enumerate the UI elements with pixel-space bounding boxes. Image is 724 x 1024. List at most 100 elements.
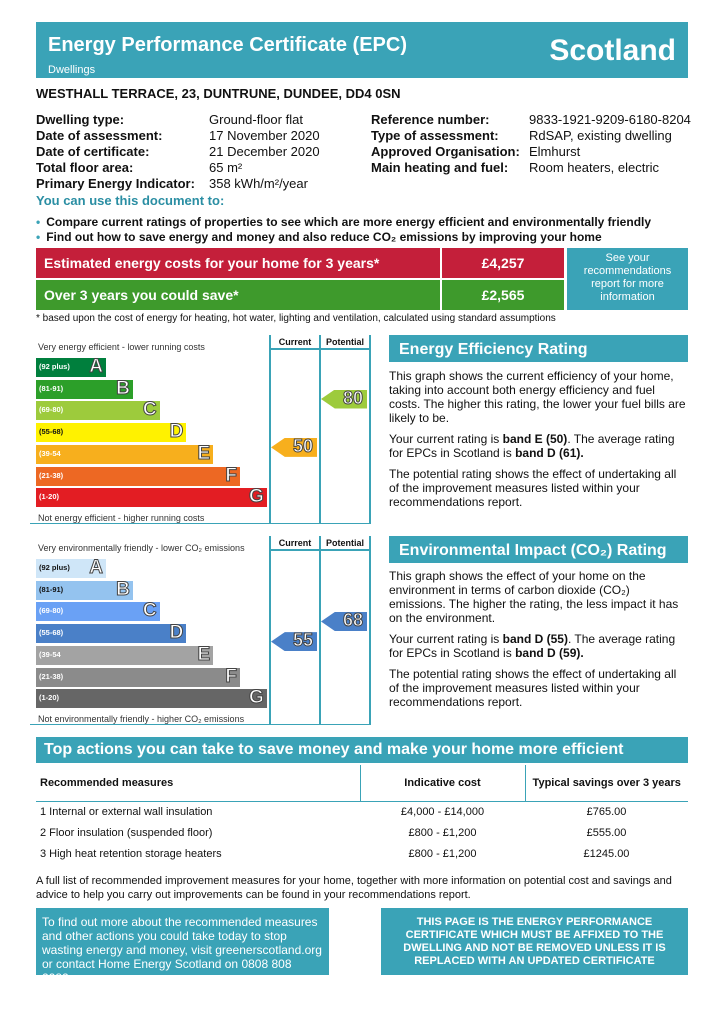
band-letter: B [116,377,131,399]
cost-cell: £4,000 - £14,000 [400,805,485,818]
detail-value: 9833-1921-9209-6180-8204 [529,112,691,127]
actions-heading: Top actions you can take to save money a… [36,737,688,763]
table-row: 3 High heat retention storage heaters £80… [36,843,688,864]
cost-cell: £800 - £1,200 [408,847,477,860]
band-letter: G [249,687,265,709]
savings-value: £2,565 [442,280,564,310]
current-rating-value: 50 [292,435,313,457]
detail-label: Total floor area: [36,160,134,175]
detail-row: Dwelling type: Ground-floor flat [36,112,320,128]
bullet-text: Compare current ratings of properties to… [46,215,652,229]
measure-cell: 2 Floor insulation (suspended floor) [40,826,213,839]
detail-value: Room heaters, electric [529,160,660,175]
detail-label: Date of certificate: [36,144,150,159]
eer-text: This graph shows the current efficiency … [389,369,687,509]
current-rating-arrow: 55 [271,632,317,652]
band-range: (69-80) [39,606,64,616]
col-header: Recommended measures [36,765,360,802]
table-row: 1 Internal or external wall insulation £4… [36,801,688,822]
band-range: (55-68) [39,427,64,437]
detail-value: 21 December 2020 [209,144,320,159]
detail-value: RdSAP, existing dwelling [529,128,672,143]
bullet-item: • Compare current ratings of properties t… [36,215,652,229]
band-letter: B [116,578,131,600]
band-range: (39-54 [39,448,61,458]
savings-label: Over 3 years you could save* [36,280,440,310]
estimated-costs-value: £4,257 [442,248,564,278]
detail-row: Main heating and fuel: Room heaters, elec… [371,160,691,176]
col-header: Indicative cost [359,765,525,802]
detail-label: Date of assessment: [36,128,163,143]
detail-value: 65 m² [209,160,243,175]
detail-row: Total floor area: 65 m² [36,160,320,176]
estimated-costs-label: Estimated energy costs for your home for… [36,248,440,278]
actions-note: A full list of recommended improvement m… [36,875,672,901]
band-b-bar: (81-91) B [36,578,133,600]
band-d-bar: (55-68) D [36,622,187,644]
actions-table: Recommended measures Indicative cost Typ… [36,765,688,864]
band-range: (81-91) [39,383,64,393]
chart-top-caption: Very environmentally friendly - lower CO… [38,543,245,553]
band-g-bar: (1-20) G [36,486,267,508]
band-letter: F [225,665,238,687]
band-range: (69-80) [39,405,64,415]
band-a-bar: (92 plus) A [36,557,106,579]
potential-header: Potential [325,337,364,347]
band-e-bar: (39-54 E [36,643,214,665]
band-letter: G [249,486,265,508]
chart-bottom-caption: Not energy efficient - higher running co… [38,513,205,523]
detail-value: Elmhurst [529,144,581,159]
property-address: WESTHALL TERRACE, 23, DUNTRUNE, DUNDEE, … [36,86,401,101]
band-range: (21-38) [39,470,64,480]
details-left: Dwelling type: Ground-floor flat Date of a… [36,112,320,192]
eir-para: This graph shows the effect of your home… [389,569,679,625]
band-range: (1-20) [39,492,60,502]
see-recommendations-box[interactable]: See your recommendations report for more… [567,248,688,310]
band-range: (39-54 [39,649,61,659]
details-right: Reference number: 9833-1921-9209-6180-820… [371,112,691,176]
detail-label: Approved Organisation: [371,144,520,159]
savings-cell: £765.00 [586,805,627,818]
band-c-bar: (69-80) C [36,600,160,622]
measure-cell: 3 High heat retention storage heaters [40,847,222,860]
country-label: Scotland [549,34,676,67]
potential-rating-value: 68 [342,609,363,631]
band-letter: C [142,600,157,622]
current-header: Current [278,538,312,548]
header-banner: Energy Performance Certificate (EPC) Dwe… [36,22,688,78]
band-range: (92 plus) [39,362,70,371]
band-letter: C [142,399,157,421]
table-header-row: Recommended measures Indicative cost Typ… [36,765,688,802]
band-a-bar: (92 plus) A [36,356,106,378]
band-d-bar: (55-68) D [36,421,187,443]
band-b-bar: (81-91) B [36,377,133,399]
band-letter: A [89,356,104,378]
band-letter: D [169,622,184,644]
band-letter: D [169,421,184,443]
detail-label: Primary Energy Indicator: [36,176,195,191]
eer-para: Your current rating is band E (50). The … [389,432,675,460]
detail-row: Type of assessment: RdSAP, existing dwell… [371,128,691,144]
eir-text: This graph shows the effect of your home… [389,569,687,709]
potential-rating-value: 80 [342,387,363,409]
eer-para: The potential rating shows the effect of… [389,467,677,509]
detail-row: Primary Energy Indicator: 358 kWh/m²/year [36,176,320,192]
chart-top-caption: Very energy efficient - lower running co… [38,342,205,352]
band-g-bar: (1-20) G [36,687,267,709]
detail-row: Approved Organisation: Elmhurst [371,144,691,160]
band-range: (81-91) [39,584,64,594]
measure-cell: 1 Internal or external wall insulation [40,805,213,818]
detail-value: Ground-floor flat [209,112,303,127]
detail-label: Dwelling type: [36,112,125,127]
bullet-text: Find out how to save energy and money an… [46,230,602,244]
band-range: (55-68) [39,628,64,638]
savings-cell: £1245.00 [583,847,630,860]
band-range: (1-20) [39,693,60,703]
eir-heading: Environmental Impact (CO₂) Rating [389,536,688,563]
band-letter: E [197,442,211,464]
use-heading: You can use this document to: [36,193,225,208]
band-f-bar: (21-38) F [36,665,240,687]
detail-value: 17 November 2020 [209,128,320,143]
page-title: Energy Performance Certificate (EPC) [48,34,408,56]
footer-notice-box: THIS PAGE IS THE ENERGY PERFORMANCE CERT… [381,908,688,975]
